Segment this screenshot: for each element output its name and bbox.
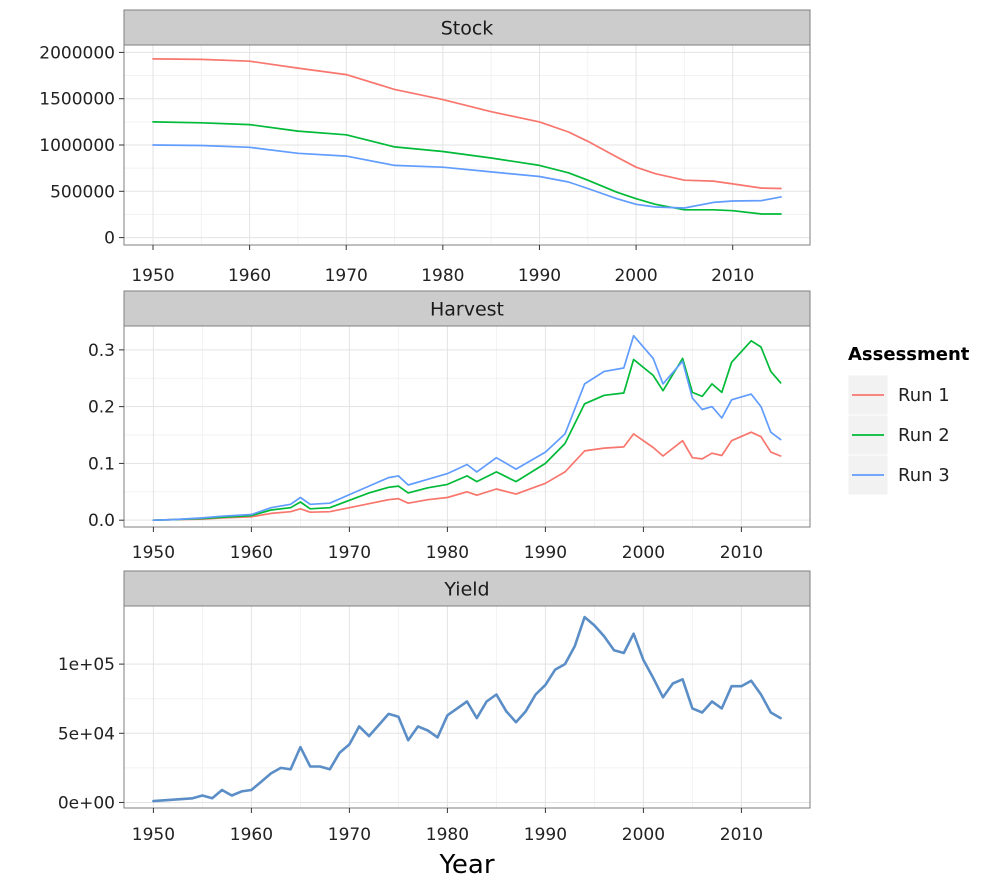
y-tick-label: 5e+04 [58, 724, 115, 744]
series-line-harvest-2 [152, 339, 782, 522]
x-tick-label: 1990 [524, 825, 567, 845]
legend-label-run-1: Run 1 [898, 385, 950, 406]
x-axis-title: Year [438, 850, 494, 880]
y-tick-label: 2000000 [39, 43, 115, 63]
x-tick-label: 2010 [720, 825, 763, 845]
legend-label-run-2: Run 2 [898, 425, 950, 446]
y-tick-label: 0.2 [88, 398, 115, 418]
x-tick-label: 1980 [426, 825, 469, 845]
legend-title: Assessment [848, 344, 970, 365]
y-tick-label: 0e+00 [58, 793, 115, 813]
panel-harvest: Harvest 1950 1960 1970 1980 1990 2000 2010 0.0 0.… [88, 290, 811, 563]
y-tick-label: 0.3 [88, 341, 115, 361]
x-tick-label: 1960 [228, 266, 271, 286]
series-line-harvest-3 [152, 334, 782, 522]
x-tick-label: 1950 [131, 266, 174, 286]
plot-background [124, 326, 810, 527]
facet-strip-yield [123, 570, 811, 607]
facet-strip-stock [123, 9, 811, 46]
panel-yield: Yield 1950 1960 1970 1980 1990 2000 2010 0e+00 5e… [58, 570, 811, 845]
x-tick-label: 2010 [711, 266, 754, 286]
x-tick-label: 1950 [132, 825, 175, 845]
y-tick-label: 500000 [50, 182, 115, 202]
plot-background [124, 606, 810, 808]
x-tick-label: 1960 [230, 543, 273, 563]
y-tick-label: 0.0 [88, 511, 115, 531]
x-tick-label: 1980 [421, 266, 464, 286]
x-tick-label: 2000 [622, 825, 665, 845]
x-tick-label: 1970 [325, 266, 368, 286]
plot-border [123, 605, 811, 809]
y-tick-label: 0 [104, 229, 115, 249]
x-tick-label: 1990 [518, 266, 561, 286]
facet-strip-harvest [123, 290, 811, 327]
x-tick-label: 1990 [524, 543, 567, 563]
y-tick-label: 1500000 [39, 90, 115, 110]
x-tick-label: 1970 [328, 825, 371, 845]
x-tick-label: 2010 [720, 543, 763, 563]
y-tick-label: 1e+05 [58, 655, 115, 675]
series-line-stock-1 [152, 58, 782, 190]
series-line-harvest-1 [152, 431, 782, 522]
series-line-yield-1 [152, 615, 782, 803]
x-tick-label: 1960 [230, 825, 273, 845]
facet-title-stock: Stock [441, 18, 494, 40]
x-tick-label: 1980 [426, 543, 469, 563]
facet-title-harvest: Harvest [430, 299, 504, 321]
legend: Assessment Run 1 Run 2 Run 3 [847, 344, 970, 496]
plot-border [123, 325, 811, 528]
x-tick-label: 1970 [328, 543, 371, 563]
x-tick-label: 2000 [614, 266, 657, 286]
series-line-stock-3 [152, 144, 782, 209]
y-tick-label: 1000000 [39, 136, 115, 156]
panel-stock: Stock 1950 1960 1970 1980 1990 2000 2010 0 500000… [39, 9, 811, 286]
x-tick-label: 2000 [622, 543, 665, 563]
series-line-stock-2 [152, 121, 782, 215]
legend-label-run-3: Run 3 [898, 465, 950, 486]
y-tick-label: 0.1 [88, 454, 115, 474]
facet-title-yield: Yield [443, 579, 489, 601]
x-tick-label: 1950 [132, 543, 175, 563]
